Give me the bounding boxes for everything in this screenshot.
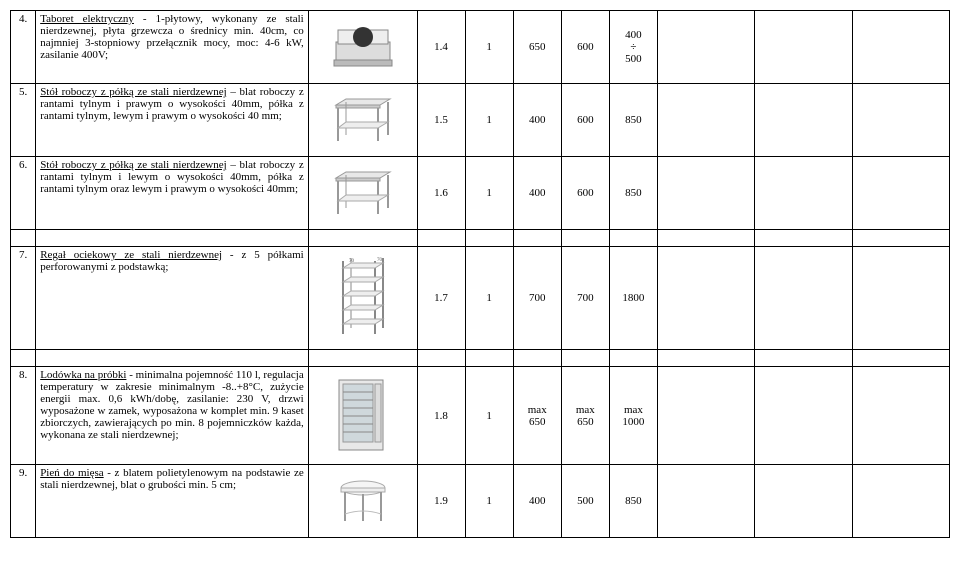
row-description: Regał ociekowy ze stali nierdzewnej - z … xyxy=(36,247,309,350)
table-row: 5. Stół roboczy z półką ze stali nierdze… xyxy=(11,84,950,157)
cell-c4: 600 xyxy=(561,11,609,84)
cell-c3: 650 xyxy=(513,11,561,84)
steel-table-icon xyxy=(323,163,403,223)
blank-cell xyxy=(657,465,754,538)
blank-cell xyxy=(755,367,852,465)
cell-c2: 1 xyxy=(465,465,513,538)
item-image xyxy=(308,157,417,230)
row-number: 8. xyxy=(11,367,36,465)
row-number: 7. xyxy=(11,247,36,350)
cell-c1: 1.4 xyxy=(417,11,465,84)
row-number: 6. xyxy=(11,157,36,230)
row-description: Stół roboczy z półką ze stali nierdzewne… xyxy=(36,157,309,230)
cell-c2: 1 xyxy=(465,367,513,465)
blank-cell xyxy=(657,367,754,465)
blank-cell xyxy=(657,11,754,84)
cell-c4: max 650 xyxy=(561,367,609,465)
item-image: 70 70 xyxy=(308,247,417,350)
cell-c5: max 1000 xyxy=(609,367,657,465)
row-description: Taboret elektryczny - 1-płytowy, wykonan… xyxy=(36,11,309,84)
cell-c5: 850 xyxy=(609,157,657,230)
blank-cell xyxy=(852,367,949,465)
cell-c3: 700 xyxy=(513,247,561,350)
cell-c4: 500 xyxy=(561,465,609,538)
equipment-table: 4. Taboret elektryczny - 1-płytowy, wyko… xyxy=(10,10,950,538)
blank-cell xyxy=(755,247,852,350)
blank-cell xyxy=(852,247,949,350)
cell-c3: 400 xyxy=(513,465,561,538)
table-row: 8. Lodówka na próbki - minimalna pojemno… xyxy=(11,367,950,465)
meat-block-icon xyxy=(323,471,403,531)
cell-c2: 1 xyxy=(465,84,513,157)
table-row: 4. Taboret elektryczny - 1-płytowy, wyko… xyxy=(11,11,950,84)
spacer-row xyxy=(11,350,950,367)
row-number: 9. xyxy=(11,465,36,538)
steel-table-icon xyxy=(323,90,403,150)
blank-cell xyxy=(755,465,852,538)
blank-cell xyxy=(657,247,754,350)
cell-c4: 600 xyxy=(561,84,609,157)
cell-c5: 1800 xyxy=(609,247,657,350)
cell-c3: 400 xyxy=(513,84,561,157)
spacer-row xyxy=(11,230,950,247)
electric-stool-icon xyxy=(323,17,403,77)
row-number: 4. xyxy=(11,11,36,84)
blank-cell xyxy=(852,11,949,84)
cell-c1: 1.6 xyxy=(417,157,465,230)
item-name: Pień do mięsa xyxy=(40,467,103,479)
item-name: Regał ociekowy ze stali nierdzewnej xyxy=(40,249,222,261)
item-image xyxy=(308,465,417,538)
table-row: 7. Regał ociekowy ze stali nierdzewnej -… xyxy=(11,247,950,350)
cell-c1: 1.9 xyxy=(417,465,465,538)
blank-cell xyxy=(657,84,754,157)
item-image xyxy=(308,367,417,465)
sample-fridge-icon xyxy=(323,373,403,458)
blank-cell xyxy=(755,11,852,84)
cell-c3: 400 xyxy=(513,157,561,230)
item-name: Stół roboczy z półką ze stali nierdzewne… xyxy=(40,159,226,171)
cell-c2: 1 xyxy=(465,157,513,230)
blank-cell xyxy=(657,157,754,230)
item-image xyxy=(308,84,417,157)
item-image xyxy=(308,11,417,84)
item-name: Lodówka na próbki xyxy=(40,369,126,381)
blank-cell xyxy=(755,157,852,230)
row-description: Stół roboczy z półką ze stali nierdzewne… xyxy=(36,84,309,157)
cell-c1: 1.5 xyxy=(417,84,465,157)
cell-c5: 850 xyxy=(609,84,657,157)
blank-cell xyxy=(852,465,949,538)
cell-c2: 1 xyxy=(465,247,513,350)
row-number: 5. xyxy=(11,84,36,157)
table-row: 9. Pień do mięsa - z blatem polietylenow… xyxy=(11,465,950,538)
row-description: Lodówka na próbki - minimalna pojemność … xyxy=(36,367,309,465)
draining-rack-icon: 70 70 xyxy=(323,253,403,343)
row-description: Pień do mięsa - z blatem polietylenowym … xyxy=(36,465,309,538)
cell-c4: 600 xyxy=(561,157,609,230)
table-row: 6. Stół roboczy z półką ze stali nierdze… xyxy=(11,157,950,230)
item-name: Stół roboczy z półką ze stali nierdzewne… xyxy=(40,86,226,98)
cell-c1: 1.7 xyxy=(417,247,465,350)
blank-cell xyxy=(852,84,949,157)
cell-c5: 850 xyxy=(609,465,657,538)
cell-c4: 700 xyxy=(561,247,609,350)
svg-text:70: 70 xyxy=(377,258,383,263)
blank-cell xyxy=(755,84,852,157)
svg-text:70: 70 xyxy=(349,259,355,264)
cell-c2: 1 xyxy=(465,11,513,84)
cell-c1: 1.8 xyxy=(417,367,465,465)
cell-c5: 400 ÷ 500 xyxy=(609,11,657,84)
item-name: Taboret elektryczny xyxy=(40,13,134,25)
blank-cell xyxy=(852,157,949,230)
cell-c3: max 650 xyxy=(513,367,561,465)
